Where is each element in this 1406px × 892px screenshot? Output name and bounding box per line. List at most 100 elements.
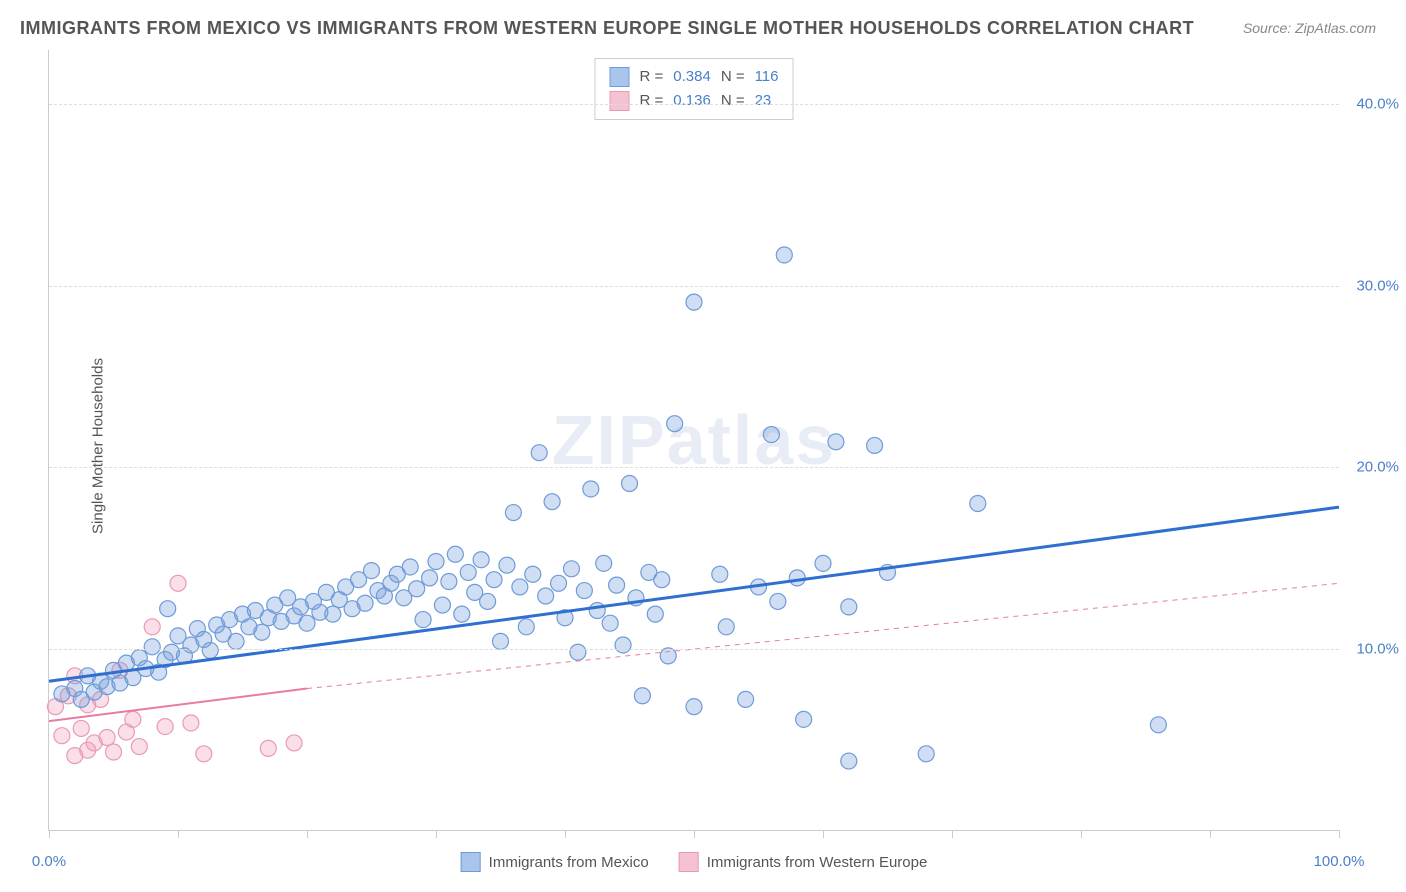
data-point [454, 606, 470, 622]
xtick [1339, 830, 1340, 838]
xtick [1210, 830, 1211, 838]
data-point [422, 570, 438, 586]
data-point [157, 719, 173, 735]
data-point [493, 633, 509, 649]
data-point [763, 427, 779, 443]
data-point [428, 554, 444, 570]
data-point [654, 572, 670, 588]
data-point [196, 746, 212, 762]
gridline [49, 467, 1339, 468]
data-point [615, 637, 631, 653]
data-point [660, 648, 676, 664]
gridline [49, 104, 1339, 105]
data-point [202, 642, 218, 658]
data-point [512, 579, 528, 595]
chart-title: IMMIGRANTS FROM MEXICO VS IMMIGRANTS FRO… [20, 18, 1194, 39]
swatch-mexico-icon [461, 852, 481, 872]
trend-line [307, 583, 1339, 688]
plot-area: ZIPatlas R = 0.384 N = 116 R = 0.136 N =… [48, 50, 1339, 831]
data-point [531, 445, 547, 461]
swatch-westeurope-icon [679, 852, 699, 872]
data-point [770, 593, 786, 609]
data-point [815, 555, 831, 571]
data-point [260, 740, 276, 756]
data-point [460, 564, 476, 580]
data-point [415, 612, 431, 628]
data-point [828, 434, 844, 450]
xtick [436, 830, 437, 838]
ytick-label: 40.0% [1356, 96, 1399, 113]
data-point [738, 691, 754, 707]
data-point [170, 575, 186, 591]
data-point [841, 753, 857, 769]
series-b-label: Immigrants from Western Europe [707, 854, 928, 871]
data-point [1150, 717, 1166, 733]
data-point [667, 416, 683, 432]
data-point [409, 581, 425, 597]
data-point [609, 577, 625, 593]
data-point [634, 688, 650, 704]
data-point [796, 711, 812, 727]
ytick-label: 30.0% [1356, 277, 1399, 294]
data-point [647, 606, 663, 622]
data-point [480, 593, 496, 609]
data-point [596, 555, 612, 571]
data-point [589, 603, 605, 619]
data-point [841, 599, 857, 615]
data-point [686, 699, 702, 715]
data-point [583, 481, 599, 497]
xtick [1081, 830, 1082, 838]
trend-line [49, 507, 1339, 681]
xtick [307, 830, 308, 838]
xtick [178, 830, 179, 838]
data-point [434, 597, 450, 613]
data-point [447, 546, 463, 562]
series-a-label: Immigrants from Mexico [489, 854, 649, 871]
xtick [694, 830, 695, 838]
series-legend: Immigrants from Mexico Immigrants from W… [461, 852, 928, 872]
data-point [576, 583, 592, 599]
data-point [144, 639, 160, 655]
data-point [73, 720, 89, 736]
data-point [325, 606, 341, 622]
data-point [473, 552, 489, 568]
gridline [49, 286, 1339, 287]
data-point [486, 572, 502, 588]
xtick [565, 830, 566, 838]
xtick [823, 830, 824, 838]
data-point [364, 563, 380, 579]
xtick [49, 830, 50, 838]
data-point [99, 729, 115, 745]
data-point [441, 573, 457, 589]
data-point [131, 739, 147, 755]
data-point [551, 575, 567, 591]
data-point [54, 728, 70, 744]
plot-svg [49, 50, 1339, 830]
gridline [49, 649, 1339, 650]
data-point [402, 559, 418, 575]
data-point [918, 746, 934, 762]
data-point [299, 615, 315, 631]
data-point [499, 557, 515, 573]
source-label: Source: ZipAtlas.com [1243, 20, 1376, 36]
ytick-label: 20.0% [1356, 459, 1399, 476]
legend-item-mexico: Immigrants from Mexico [461, 852, 649, 872]
data-point [228, 633, 244, 649]
data-point [518, 619, 534, 635]
data-point [563, 561, 579, 577]
data-point [254, 624, 270, 640]
data-point [970, 495, 986, 511]
data-point [125, 711, 141, 727]
data-point [686, 294, 702, 310]
data-point [357, 595, 373, 611]
data-point [525, 566, 541, 582]
xtick [952, 830, 953, 838]
data-point [570, 644, 586, 660]
data-point [106, 744, 122, 760]
data-point [544, 494, 560, 510]
data-point [505, 505, 521, 521]
data-point [789, 570, 805, 586]
xtick-label: 0.0% [32, 853, 66, 870]
data-point [776, 247, 792, 263]
data-point [160, 601, 176, 617]
